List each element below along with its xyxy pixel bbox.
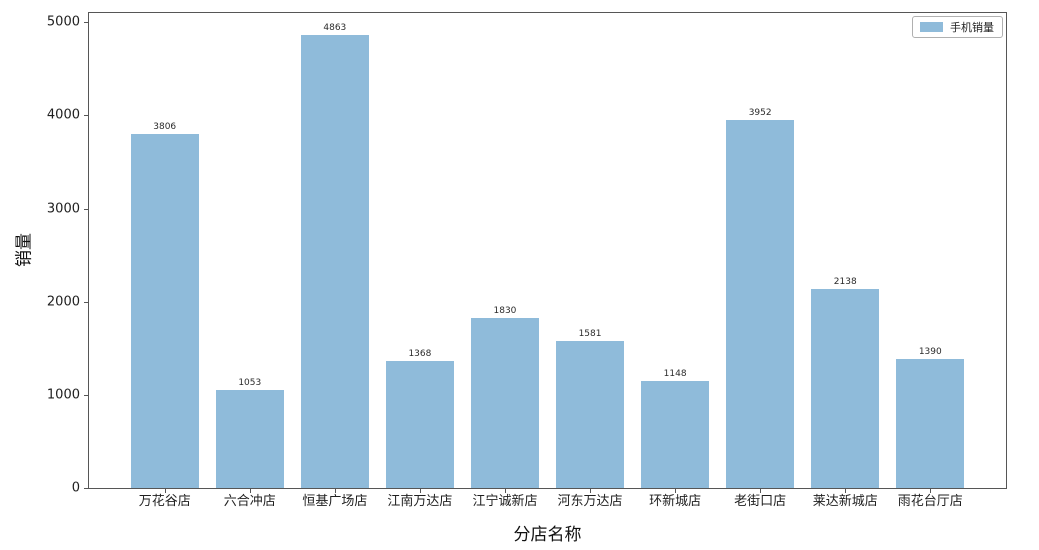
x-tick-mark xyxy=(760,489,762,493)
bar-value-label: 2138 xyxy=(833,276,857,287)
y-tick-label: 2000 xyxy=(46,294,80,310)
bar xyxy=(385,360,454,488)
x-tick-label: 恒基广场店 xyxy=(302,494,368,509)
bar xyxy=(215,389,284,488)
x-tick-label: 老街口店 xyxy=(734,494,787,509)
y-tick-mark xyxy=(84,208,88,210)
x-tick-label: 河东万达店 xyxy=(557,494,623,509)
bar-value-label: 1830 xyxy=(493,305,517,316)
y-tick-mark xyxy=(84,394,88,396)
y-tick-label: 1000 xyxy=(46,387,80,403)
bar xyxy=(726,119,795,488)
bar-value-label: 1581 xyxy=(578,328,602,339)
legend-swatch-icon xyxy=(920,22,943,32)
x-tick-label: 莱达新城店 xyxy=(812,494,878,509)
x-tick-label: 环新城店 xyxy=(649,494,702,509)
x-axis-title: 分店名称 xyxy=(513,525,582,545)
bar-value-label: 3952 xyxy=(748,107,772,118)
y-tick-label: 3000 xyxy=(46,201,80,217)
bar xyxy=(811,288,880,488)
x-tick-mark xyxy=(504,489,506,493)
bar-value-label: 4863 xyxy=(323,23,347,34)
x-tick-mark xyxy=(419,489,421,493)
bar xyxy=(896,358,965,488)
x-tick-label: 万花谷店 xyxy=(138,494,191,509)
x-tick-mark xyxy=(249,489,251,493)
x-tick-mark xyxy=(164,489,166,493)
bar-value-label: 1148 xyxy=(663,369,687,380)
legend-series-label: 手机销量 xyxy=(950,20,994,34)
y-tick-mark xyxy=(84,488,88,489)
y-tick-mark xyxy=(84,115,88,117)
bar-value-label: 1368 xyxy=(408,348,432,359)
x-tick-mark xyxy=(845,489,847,493)
x-tick-mark xyxy=(590,489,592,493)
bar-value-label: 1053 xyxy=(238,377,262,388)
x-tick-mark xyxy=(930,489,932,493)
y-tick-mark xyxy=(84,22,88,24)
x-tick-mark xyxy=(675,489,677,493)
y-tick-mark xyxy=(84,301,88,303)
y-tick-label: 5000 xyxy=(46,14,80,30)
legend: 手机销量 xyxy=(912,16,1003,38)
y-axis-title: 销量 xyxy=(14,233,35,267)
bar-value-label: 3806 xyxy=(153,121,177,132)
bar xyxy=(130,133,199,488)
bar xyxy=(470,317,539,488)
x-tick-mark xyxy=(334,489,336,493)
bar-value-label: 1390 xyxy=(918,346,942,357)
x-tick-label: 六合冲店 xyxy=(223,494,276,509)
bar xyxy=(556,340,625,488)
x-tick-label: 雨花台厅店 xyxy=(897,494,963,509)
y-tick-label: 4000 xyxy=(46,107,80,123)
plot-area: 3806 1053 4863 1368 1830 1581 1148 3952 2138 1390… xyxy=(47,12,1007,509)
x-tick-label: 江南万达店 xyxy=(387,494,453,509)
y-tick-label: 0 xyxy=(71,480,80,496)
x-tick-label: 江宁诚新店 xyxy=(472,494,538,509)
bar xyxy=(300,35,369,488)
bar xyxy=(641,381,710,488)
